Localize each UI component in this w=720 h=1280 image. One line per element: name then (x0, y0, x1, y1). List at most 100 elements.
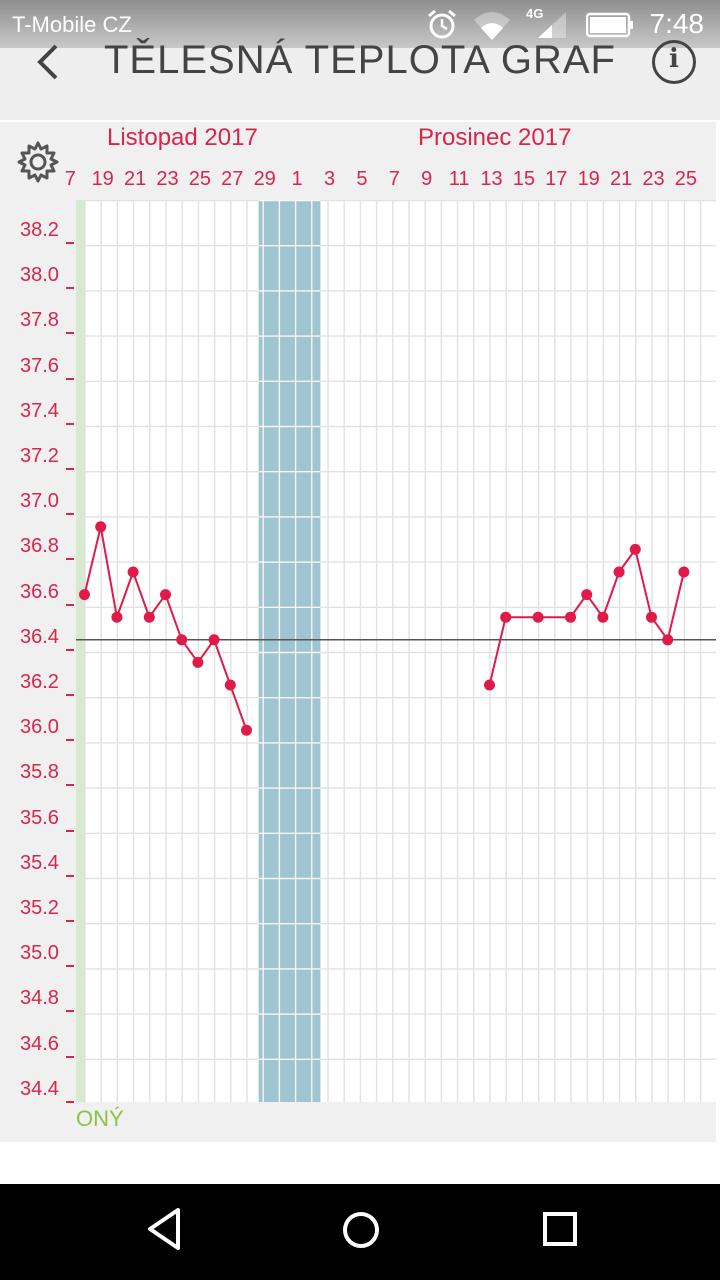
y-tick-label: 36.0 (20, 716, 59, 739)
phase-label: ONÝ (76, 1106, 124, 1131)
temperature-point (597, 611, 609, 623)
nav-back-icon[interactable] (144, 1206, 184, 1252)
y-tick-mark (66, 377, 74, 380)
temperature-point (646, 611, 657, 623)
temperature-point (143, 611, 155, 623)
y-tick-mark (66, 874, 74, 877)
y-tick-mark (66, 1055, 74, 1058)
month-label-november: Listopad 2017 (107, 124, 258, 151)
y-tick-label: 36.2 (20, 671, 59, 693)
divider (0, 120, 720, 122)
y-tick-label: 37.6 (20, 354, 59, 377)
day-label: 21 (609, 168, 633, 190)
info-icon: i (669, 44, 679, 74)
y-tick-label: 35.2 (20, 897, 59, 919)
phase-band (76, 200, 85, 1102)
temperature-point (532, 611, 544, 623)
wifi-icon (474, 12, 510, 40)
y-tick-label: 36.6 (20, 580, 59, 603)
y-tick-mark (66, 242, 74, 244)
clock: 7:48 (649, 8, 705, 39)
nav-home-icon[interactable] (340, 1206, 382, 1252)
y-tick-label: 35.4 (20, 851, 59, 874)
temperature-point (95, 521, 107, 533)
y-tick-mark (66, 829, 74, 832)
shaded-days-band (258, 200, 321, 1102)
temperature-point (111, 611, 123, 623)
temperature-point (208, 634, 220, 646)
month-label-december: Prosinec 2017 (418, 124, 572, 151)
page-title: TĚLESNÁ TEPLOTA GRAF (104, 38, 616, 82)
y-tick-mark (66, 965, 74, 968)
day-label: 17 (545, 168, 568, 190)
temperature-point (500, 611, 512, 623)
temperature-point (613, 566, 625, 578)
chart-canvas (76, 199, 716, 1102)
day-label: 13 (480, 168, 503, 190)
day-label: 15 (512, 168, 536, 190)
y-tick-label: 34.4 (20, 1077, 59, 1100)
y-tick-mark (66, 603, 74, 606)
temperature-point (565, 611, 576, 623)
temperature-chart (76, 199, 716, 1102)
gear-icon[interactable] (16, 140, 60, 184)
day-label: 5 (356, 168, 368, 190)
y-tick-mark (66, 332, 74, 335)
temperature-point (127, 566, 139, 578)
y-tick-label: 36.4 (20, 625, 59, 648)
y-tick-label: 34.8 (20, 987, 59, 1010)
carrier-name: T-Mobile CZ (12, 12, 132, 37)
temperature-point (241, 724, 252, 736)
network-type-label: 4G (526, 6, 544, 21)
temperature-point (192, 656, 204, 668)
y-tick-mark (66, 422, 74, 425)
y-tick-mark (66, 468, 74, 470)
temperature-point (176, 634, 188, 646)
day-label: 1 (291, 168, 303, 190)
day-label: 27 (221, 168, 244, 190)
y-tick-label: 35.6 (20, 806, 59, 829)
y-tick-mark (66, 1100, 74, 1103)
temperature-point (629, 543, 641, 555)
day-label: 19 (577, 168, 600, 190)
y-tick-mark (66, 920, 74, 922)
y-tick-label: 36.8 (20, 535, 59, 558)
back-arrow-icon[interactable] (30, 42, 66, 82)
y-tick-mark (66, 1010, 74, 1013)
bottom-spacer (0, 1142, 720, 1184)
day-label: 7 (64, 168, 76, 190)
app-bar: TĚLESNÁ TEPLOTA GRAF i (0, 38, 720, 120)
temperature-point (79, 589, 90, 601)
y-tick-mark (66, 558, 74, 561)
temperature-point (224, 679, 236, 691)
nav-recents-icon[interactable] (540, 1206, 580, 1252)
y-tick-label: 34.6 (20, 1032, 59, 1055)
day-label: 11 (448, 168, 470, 190)
day-label: 9 (421, 168, 433, 190)
y-tick-mark (66, 784, 74, 787)
signal-icon (538, 12, 566, 38)
y-tick-label: 37.8 (20, 309, 59, 332)
day-label: 29 (253, 168, 276, 190)
info-button[interactable]: i (652, 40, 696, 84)
y-tick-mark (66, 694, 74, 696)
y-tick-mark (66, 739, 74, 742)
y-tick-label: 35.8 (20, 761, 59, 784)
y-tick-label: 37.2 (20, 445, 59, 467)
y-tick-label: 35.0 (20, 942, 59, 965)
day-label: 25 (188, 168, 212, 190)
navigation-bar (0, 1184, 720, 1280)
temperature-point (484, 679, 495, 691)
y-tick-label: 38.0 (20, 264, 59, 287)
y-tick-label: 38.2 (20, 219, 59, 241)
day-label: 21 (123, 168, 147, 190)
y-tick-mark (66, 513, 74, 516)
y-tick-label: 37.0 (20, 490, 59, 513)
status-bar: T-Mobile CZ 4G 7:48 (0, 0, 720, 48)
temperature-point (581, 589, 593, 601)
alarm-icon (428, 10, 456, 39)
y-tick-mark (66, 648, 74, 651)
battery-icon (586, 12, 633, 38)
day-label: 25 (674, 168, 698, 190)
day-label: 3 (323, 168, 336, 190)
